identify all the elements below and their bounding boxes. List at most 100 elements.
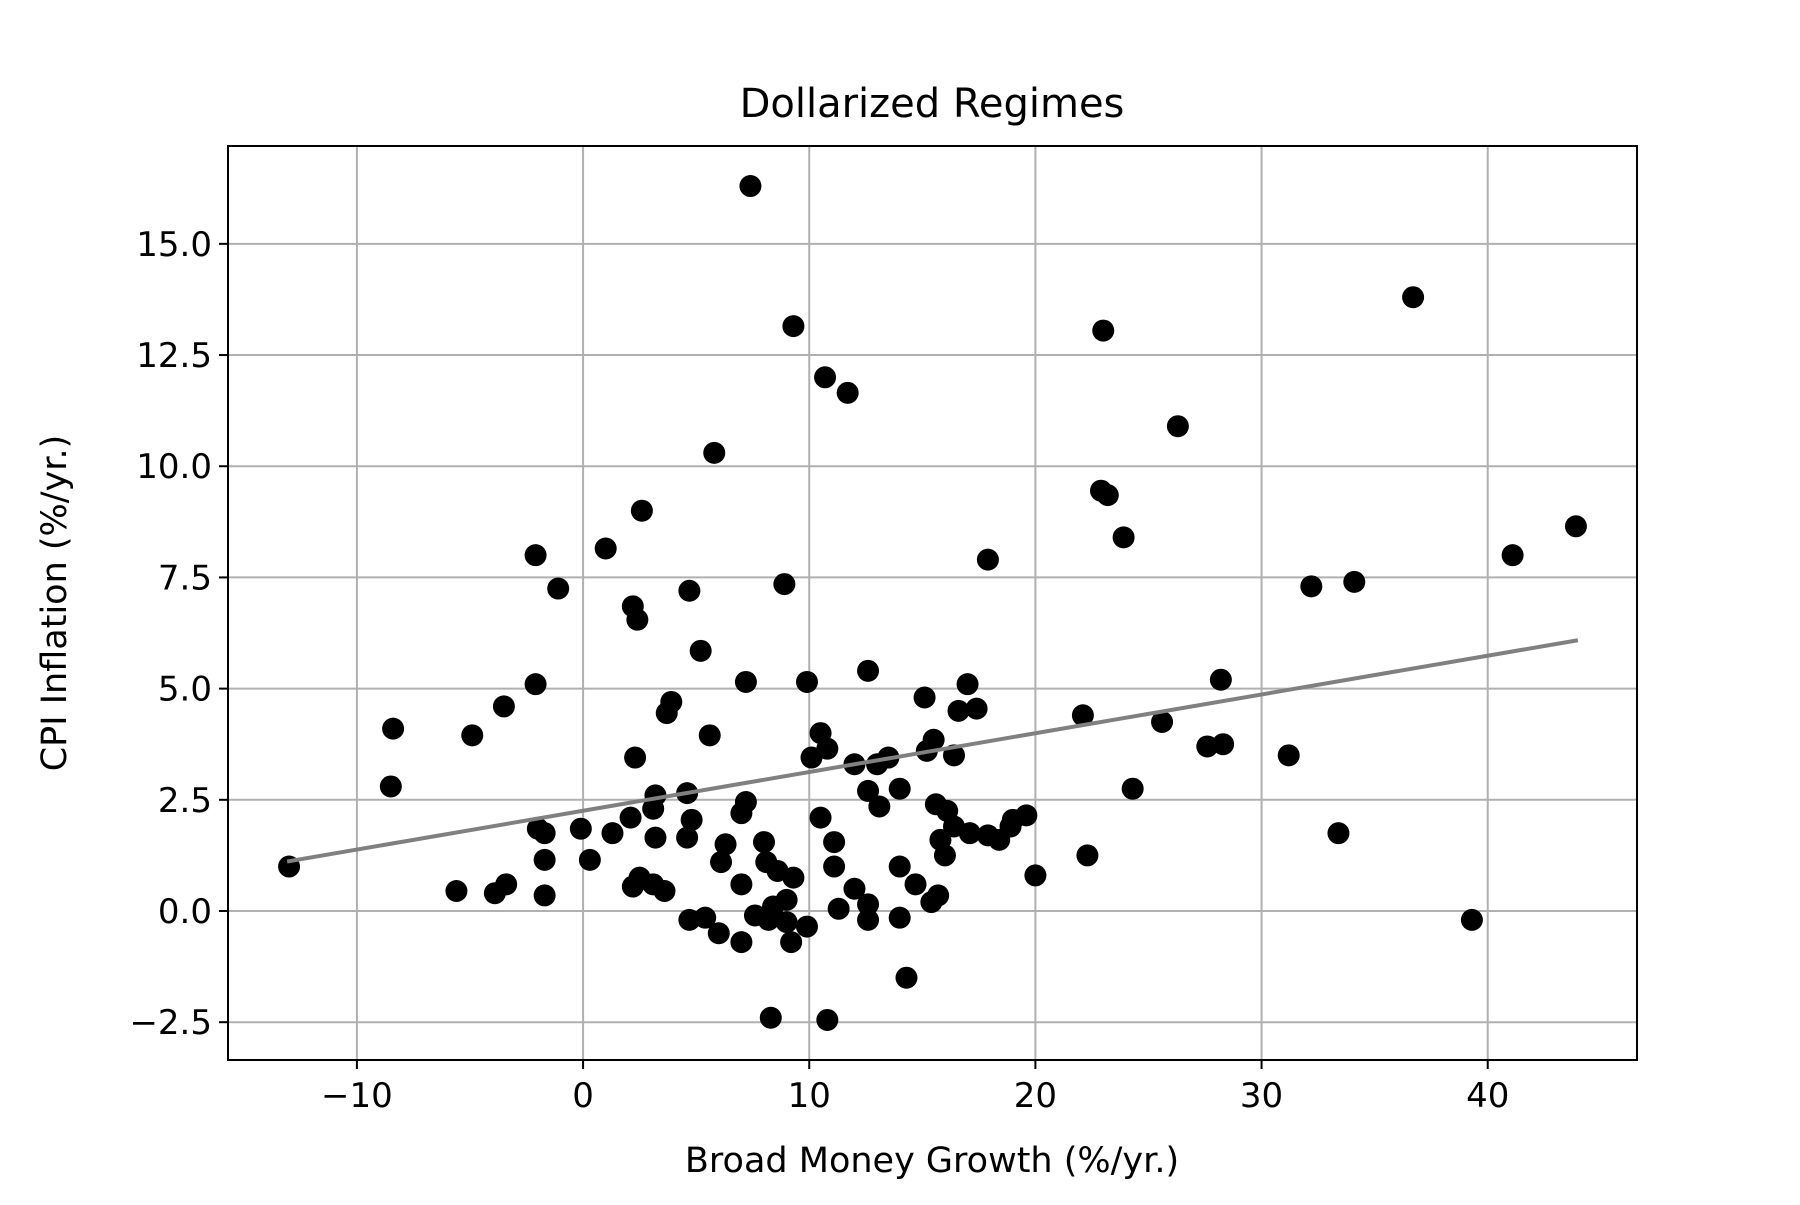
data-point bbox=[1121, 777, 1144, 800]
data-point bbox=[1112, 526, 1135, 549]
y-tick-label: 2.5 bbox=[158, 781, 212, 821]
data-point bbox=[1071, 704, 1094, 727]
data-point bbox=[547, 577, 570, 600]
data-point bbox=[739, 175, 762, 198]
data-point bbox=[809, 806, 832, 829]
data-point bbox=[524, 544, 547, 567]
data-point bbox=[775, 911, 798, 934]
data-point bbox=[1151, 710, 1174, 733]
y-tick-label: 12.5 bbox=[136, 336, 212, 376]
x-tick-label: 30 bbox=[1240, 1076, 1283, 1116]
data-point bbox=[624, 746, 647, 769]
data-point bbox=[569, 817, 592, 840]
data-point bbox=[857, 893, 880, 916]
trend-line-layer bbox=[286, 638, 1579, 864]
data-point bbox=[730, 931, 753, 954]
data-point bbox=[707, 922, 730, 945]
data-point bbox=[676, 826, 699, 849]
data-point bbox=[533, 822, 556, 845]
data-point bbox=[730, 802, 753, 825]
data-point bbox=[655, 702, 678, 725]
data-point bbox=[827, 897, 850, 920]
data-point bbox=[965, 697, 988, 720]
data-point bbox=[933, 844, 956, 867]
data-point bbox=[888, 906, 911, 929]
data-point bbox=[644, 826, 667, 849]
data-point bbox=[1564, 515, 1587, 538]
x-tick-label: 40 bbox=[1466, 1076, 1509, 1116]
data-point bbox=[816, 1008, 839, 1031]
data-point bbox=[730, 873, 753, 896]
data-point bbox=[1166, 415, 1189, 438]
data-point bbox=[888, 855, 911, 878]
data-point bbox=[780, 931, 803, 954]
data-point bbox=[1076, 844, 1099, 867]
data-point bbox=[895, 966, 918, 989]
data-point bbox=[868, 795, 891, 818]
data-point bbox=[1092, 319, 1115, 342]
data-point bbox=[800, 746, 823, 769]
data-point bbox=[958, 822, 981, 845]
data-point bbox=[533, 884, 556, 907]
data-point bbox=[1300, 575, 1323, 598]
x-tick-label: 20 bbox=[1014, 1076, 1057, 1116]
y-tick-label: 10.0 bbox=[136, 447, 212, 487]
data-point bbox=[775, 888, 798, 911]
data-point bbox=[753, 831, 776, 854]
data-point bbox=[759, 1006, 782, 1029]
data-point bbox=[533, 848, 556, 871]
data-point bbox=[698, 724, 721, 747]
data-point bbox=[1024, 864, 1047, 887]
data-point bbox=[694, 906, 717, 929]
data-point bbox=[578, 848, 601, 871]
y-tick-label: 0.0 bbox=[158, 892, 212, 932]
data-point bbox=[857, 908, 880, 931]
data-point bbox=[703, 441, 726, 464]
data-point bbox=[524, 673, 547, 696]
axis-ticks: −10 0 10 20 30 40 −2.5 0.0 2.5 5.0 7.5 10.0 12.5 15.0 bbox=[129, 225, 1509, 1116]
y-tick-label: −2.5 bbox=[129, 1003, 212, 1043]
trend-line bbox=[286, 638, 1579, 864]
data-point bbox=[782, 315, 805, 338]
data-point bbox=[913, 686, 936, 709]
data-point bbox=[1402, 286, 1425, 309]
data-point bbox=[782, 866, 805, 889]
x-tick-label: 10 bbox=[788, 1076, 831, 1116]
chart-title: Dollarized Regimes bbox=[740, 81, 1125, 127]
data-point bbox=[1460, 908, 1483, 931]
data-point bbox=[678, 579, 701, 602]
data-point bbox=[642, 797, 665, 820]
data-point bbox=[956, 673, 979, 696]
data-point bbox=[445, 879, 468, 902]
data-point bbox=[601, 822, 624, 845]
data-point bbox=[382, 717, 405, 740]
data-point bbox=[1277, 744, 1300, 767]
data-point bbox=[653, 879, 676, 902]
data-point bbox=[836, 381, 859, 404]
data-point bbox=[1209, 668, 1232, 691]
x-axis-label: Broad Money Growth (%/yr.) bbox=[685, 1141, 1179, 1181]
plot-area-frame bbox=[227, 145, 1638, 1061]
data-point bbox=[379, 775, 402, 798]
data-point bbox=[734, 670, 757, 693]
x-tick-label: 0 bbox=[572, 1076, 594, 1116]
data-point bbox=[795, 670, 818, 693]
y-tick-label: 5.0 bbox=[158, 670, 212, 710]
data-point bbox=[495, 873, 518, 896]
y-tick-label: 15.0 bbox=[136, 225, 212, 265]
x-tick-label: −10 bbox=[321, 1076, 393, 1116]
grid bbox=[228, 146, 1637, 1060]
data-point bbox=[594, 537, 617, 560]
data-point bbox=[1501, 544, 1524, 567]
data-point bbox=[795, 915, 818, 938]
data-point bbox=[626, 608, 649, 631]
data-point bbox=[857, 659, 880, 682]
data-point bbox=[619, 806, 642, 829]
data-point bbox=[630, 499, 653, 522]
data-point bbox=[904, 873, 927, 896]
y-tick-label: 7.5 bbox=[158, 558, 212, 598]
data-point bbox=[1096, 484, 1119, 507]
data-point bbox=[857, 779, 880, 802]
